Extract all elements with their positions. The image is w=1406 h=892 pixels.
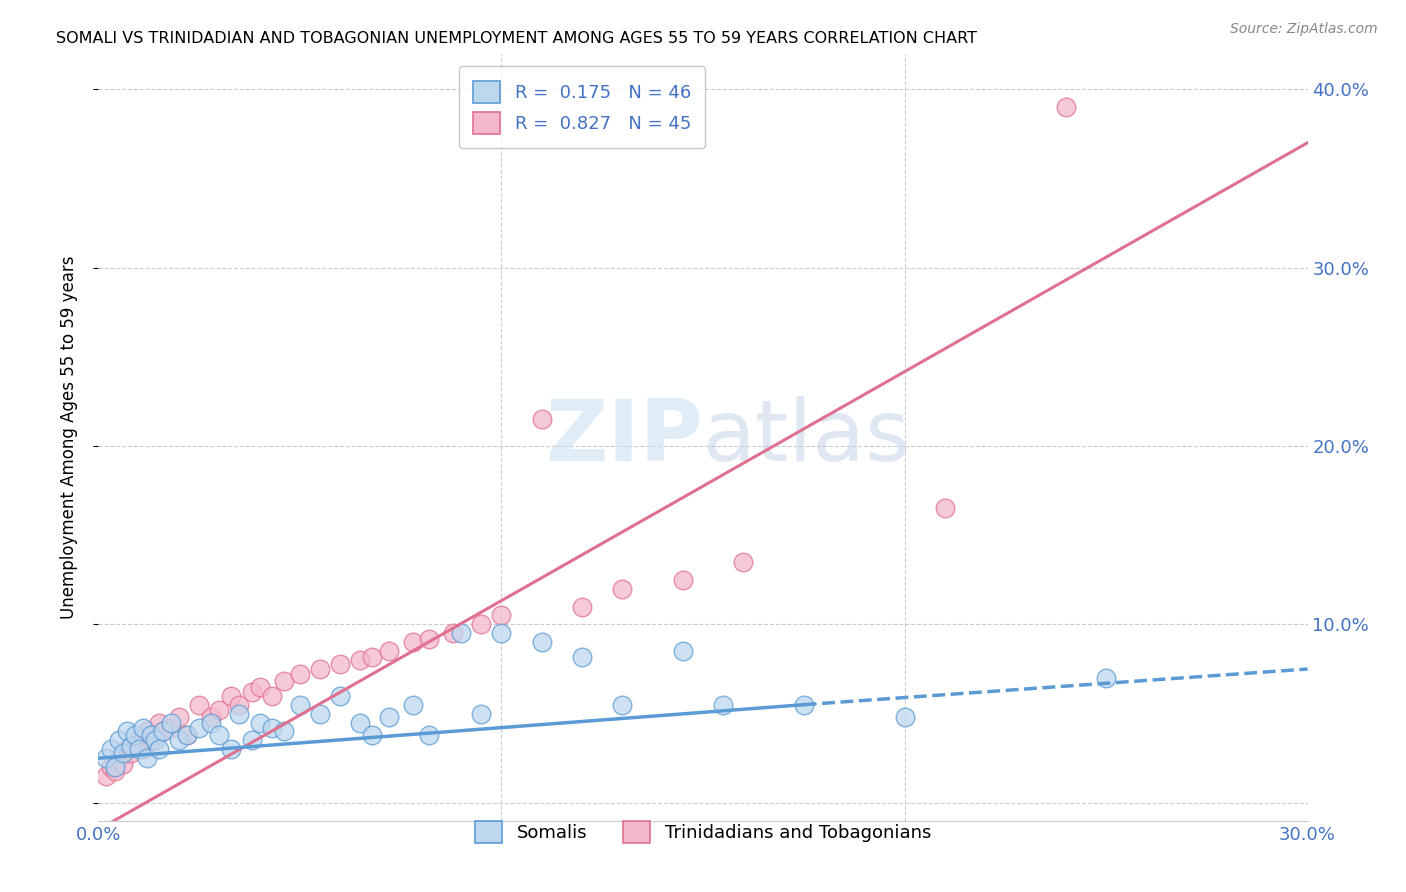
Point (377, 644, 399, 658)
Point (176, 728, 198, 742)
Legend: Somalis, Trinidadians and Tobagonians: Somalis, Trinidadians and Tobagonians (461, 806, 945, 857)
Point (128, 742, 150, 756)
Point (418, 728, 440, 742)
Point (96, 751, 118, 765)
Point (160, 715, 183, 730)
Point (200, 715, 222, 730)
Point (309, 662, 332, 676)
Point (167, 733, 190, 747)
Point (160, 721, 183, 735)
Point (111, 756, 134, 771)
Point (273, 724, 295, 739)
Point (349, 653, 371, 667)
Point (188, 721, 211, 735)
Point (188, 698, 211, 712)
Point (491, 626, 513, 640)
Point (143, 728, 166, 742)
Point (418, 632, 440, 646)
Point (441, 626, 464, 640)
Point (361, 728, 384, 742)
Point (107, 733, 129, 747)
Point (329, 689, 352, 703)
Point (793, 698, 815, 712)
Point (470, 617, 492, 632)
Point (115, 724, 138, 739)
Point (124, 728, 146, 742)
Point (530, 635, 553, 649)
Point (96, 769, 118, 783)
Point (249, 680, 271, 694)
Point (402, 698, 425, 712)
Point (152, 724, 174, 739)
Point (107, 751, 129, 765)
Point (672, 573, 695, 587)
Point (100, 760, 122, 774)
Point (361, 649, 384, 664)
Text: SOMALI VS TRINIDADIAN AND TOBAGONIAN UNEMPLOYMENT AMONG AGES 55 TO 59 YEARS CORR: SOMALI VS TRINIDADIAN AND TOBAGONIAN UNE… (56, 31, 977, 46)
Point (167, 710, 190, 724)
Point (200, 710, 222, 724)
Point (612, 698, 634, 712)
Point (208, 728, 231, 742)
Point (249, 715, 271, 730)
Point (228, 698, 250, 712)
Point (115, 742, 138, 756)
Point (612, 582, 634, 596)
Point (470, 706, 492, 721)
Point (934, 501, 956, 516)
Point (143, 733, 166, 747)
Point (132, 742, 155, 756)
Point (240, 733, 263, 747)
Point (176, 728, 198, 742)
Point (228, 706, 250, 721)
Point (733, 555, 755, 569)
Text: atlas: atlas (703, 395, 911, 479)
Point (120, 739, 142, 753)
Point (100, 742, 122, 756)
Point (240, 685, 263, 699)
Point (1095, 671, 1118, 685)
Point (711, 698, 734, 712)
Point (221, 742, 243, 756)
Point (402, 635, 425, 649)
Point (1054, 100, 1077, 114)
Point (208, 703, 231, 717)
Point (260, 721, 283, 735)
Point (152, 724, 174, 739)
Point (103, 764, 125, 778)
Point (120, 746, 142, 760)
Text: Source: ZipAtlas.com: Source: ZipAtlas.com (1230, 22, 1378, 37)
Point (288, 667, 311, 681)
Point (132, 721, 155, 735)
Point (491, 608, 513, 623)
Point (349, 715, 371, 730)
Point (273, 674, 295, 689)
Point (377, 710, 399, 724)
Point (450, 626, 472, 640)
Point (260, 689, 283, 703)
Point (571, 649, 593, 664)
Point (571, 599, 593, 614)
Point (139, 728, 162, 742)
Point (135, 724, 157, 739)
Point (148, 742, 170, 756)
Point (103, 760, 125, 774)
Point (139, 733, 162, 747)
Point (309, 706, 332, 721)
Point (893, 710, 915, 724)
Y-axis label: Unemployment Among Ages 55 to 59 years: Unemployment Among Ages 55 to 59 years (59, 255, 77, 619)
Point (329, 657, 352, 671)
Point (124, 739, 146, 753)
Point (672, 644, 695, 658)
Point (221, 689, 243, 703)
Point (530, 412, 553, 426)
Text: ZIP: ZIP (546, 395, 703, 479)
Point (288, 698, 311, 712)
Point (111, 746, 134, 760)
Point (135, 751, 157, 765)
Point (128, 733, 150, 747)
Point (148, 715, 170, 730)
